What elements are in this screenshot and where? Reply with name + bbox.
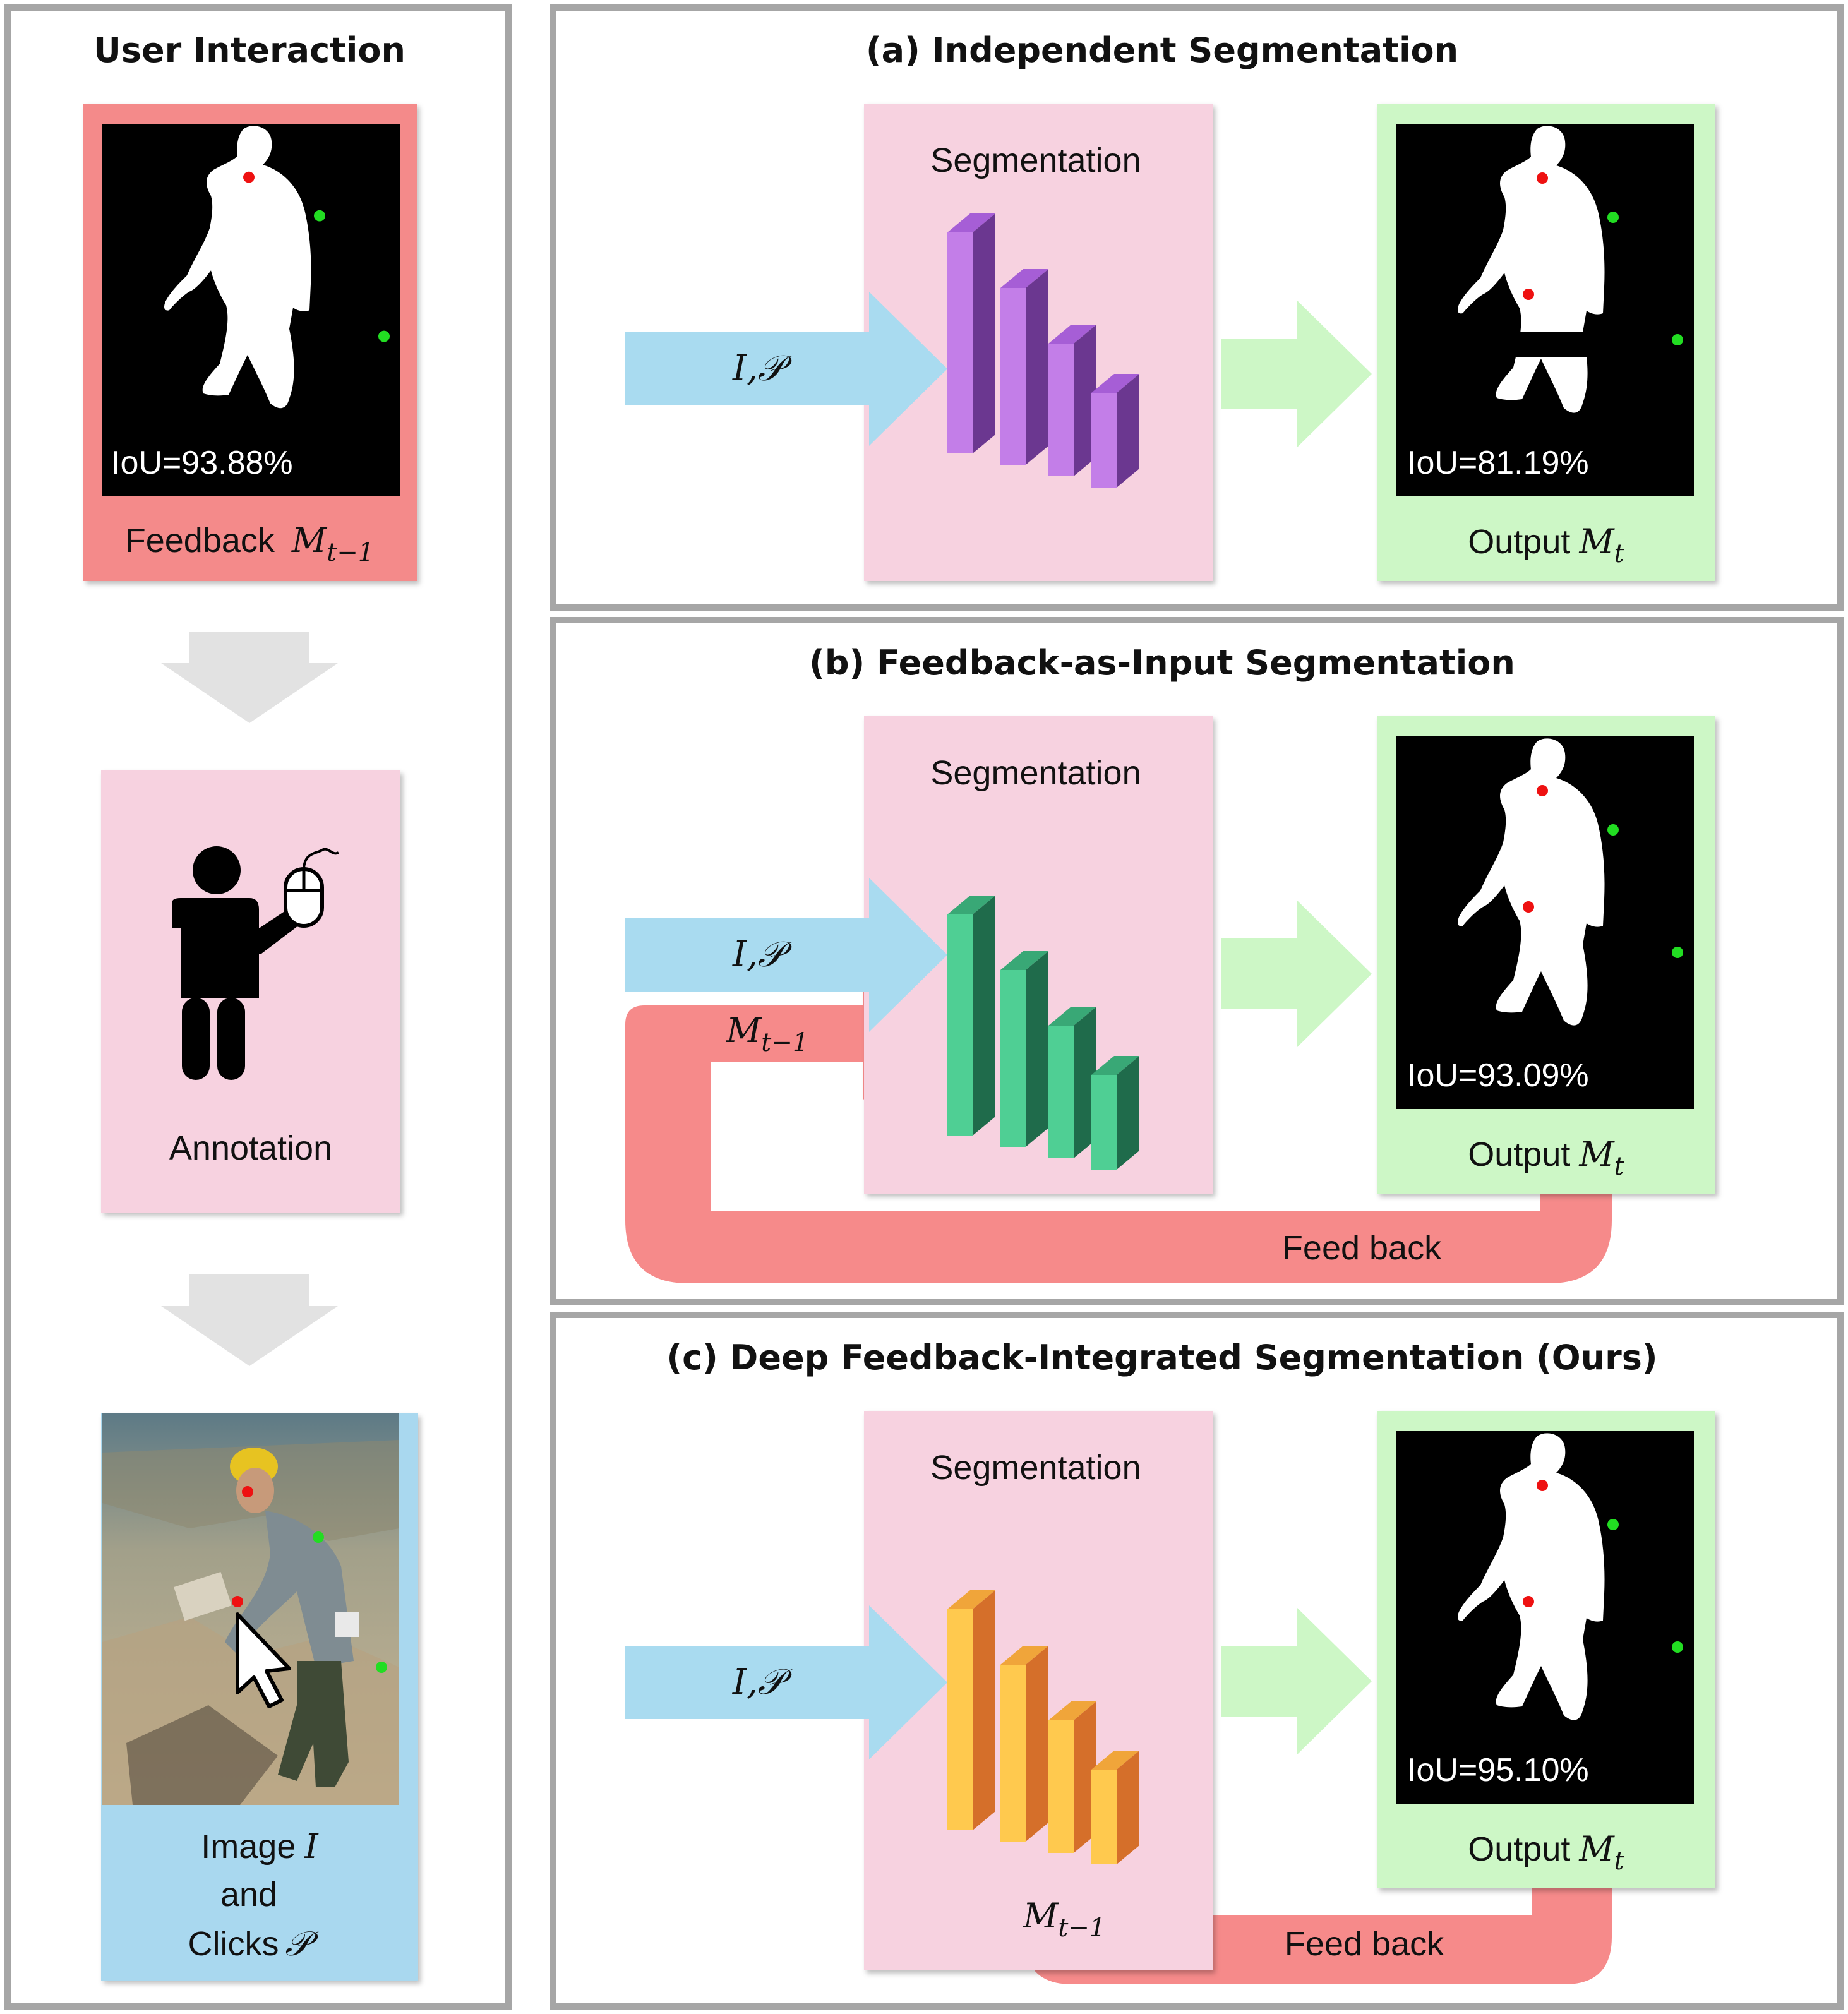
network-layer bbox=[1091, 374, 1139, 488]
network-layer bbox=[1000, 1646, 1048, 1842]
output-label: Output Mt bbox=[1468, 1134, 1624, 1181]
network-layer bbox=[1000, 951, 1048, 1147]
network-layer bbox=[947, 1590, 995, 1830]
input-arrow bbox=[625, 292, 947, 446]
output-mask-image: IoU=95.10% bbox=[1396, 1431, 1694, 1804]
panel-title: (b) Feedback-as-Input Segmentation bbox=[809, 643, 1515, 683]
panel-frame bbox=[550, 1312, 1844, 2010]
feedback-input-label: Mt−1 bbox=[726, 1010, 808, 1057]
feedback-input-label: Mt−1 bbox=[1023, 1896, 1105, 1943]
output-iou: IoU=93.09% bbox=[1407, 1057, 1589, 1094]
person-silhouette bbox=[1458, 1433, 1683, 1720]
panel-title: (c) Deep Feedback-Integrated Segmentatio… bbox=[666, 1338, 1657, 1377]
network-layer bbox=[1048, 1007, 1096, 1158]
segmentation-label: Segmentation bbox=[930, 141, 1141, 179]
panel-frame bbox=[550, 617, 1844, 1305]
user-interaction-title: User Interaction bbox=[93, 30, 405, 70]
network-layer bbox=[947, 896, 995, 1136]
network-icon bbox=[947, 213, 1139, 488]
output-label: Output Mt bbox=[1468, 522, 1624, 568]
user-interaction-frame bbox=[4, 4, 512, 2010]
image-caption-line1: Image I bbox=[201, 1826, 319, 1866]
network-layer bbox=[1000, 269, 1048, 465]
feedback-text: Feed back bbox=[1282, 1229, 1442, 1267]
output-arrow bbox=[1221, 1608, 1372, 1754]
annotator-icon bbox=[172, 846, 340, 1080]
feedback-iou: IoU=93.88% bbox=[111, 445, 293, 481]
panel-a: (a) Independent Segmentation Segmentation… bbox=[550, 4, 1844, 611]
output-arrow bbox=[1221, 901, 1372, 1047]
segmentation-panels: (a) Independent Segmentation Segmentation… bbox=[550, 4, 1844, 2010]
input-label: I,𝒫 bbox=[732, 348, 793, 389]
photo-image bbox=[102, 1413, 399, 1805]
flow-arrow-down-2 bbox=[161, 1274, 338, 1366]
output-iou: IoU=81.19% bbox=[1407, 445, 1589, 481]
annotation-card: Annotation bbox=[101, 770, 400, 1213]
annotation-label: Annotation bbox=[169, 1129, 332, 1167]
output-arrow bbox=[1221, 301, 1372, 447]
input-label: I,𝒫 bbox=[732, 934, 793, 975]
image-card: Image I and Clicks 𝒫 bbox=[101, 1413, 418, 1981]
person-silhouette bbox=[1458, 126, 1683, 413]
network-layer bbox=[1091, 1056, 1139, 1170]
network-icon bbox=[947, 1590, 1139, 1864]
network-layer bbox=[1048, 325, 1096, 476]
feedback-text: Feed back bbox=[1285, 1925, 1444, 1963]
segmentation-label: Segmentation bbox=[930, 1449, 1141, 1487]
network-layer bbox=[947, 213, 995, 453]
image-caption-line3: Clicks 𝒫 bbox=[188, 1924, 319, 1963]
output-mask-image: IoU=81.19% bbox=[1396, 124, 1694, 496]
person-silhouette bbox=[1458, 738, 1683, 1026]
network-layer bbox=[1091, 1751, 1139, 1864]
feedback-caption: Feedback Mt−1 bbox=[125, 520, 375, 567]
network-icon bbox=[947, 896, 1139, 1170]
input-arrow bbox=[625, 1605, 947, 1759]
flow-arrow-down-1 bbox=[161, 632, 338, 723]
feedback-card: IoU=93.88% Feedback Mt−1 bbox=[83, 104, 417, 581]
output-mask-image: IoU=93.09% bbox=[1396, 736, 1694, 1109]
network-layer bbox=[1048, 1701, 1096, 1853]
input-label: I,𝒫 bbox=[732, 1662, 793, 1703]
panel-frame bbox=[550, 4, 1844, 611]
panel-title: (a) Independent Segmentation bbox=[866, 30, 1458, 70]
user-interaction-panel: User Interaction IoU=93.88% Feedback Mt−… bbox=[4, 4, 512, 2010]
output-label: Output Mt bbox=[1468, 1829, 1624, 1876]
person-silhouette bbox=[164, 126, 390, 409]
output-iou: IoU=95.10% bbox=[1407, 1752, 1589, 1789]
panel-b: (b) Feedback-as-Input Segmentation Segmen… bbox=[550, 617, 1844, 1305]
cursor-icon bbox=[236, 1612, 291, 1708]
image-caption-line2: and bbox=[220, 1876, 277, 1914]
panel-c: (c) Deep Feedback-Integrated Segmentatio… bbox=[550, 1312, 1844, 2010]
input-arrow bbox=[625, 878, 947, 1032]
segmentation-label: Segmentation bbox=[930, 754, 1141, 792]
